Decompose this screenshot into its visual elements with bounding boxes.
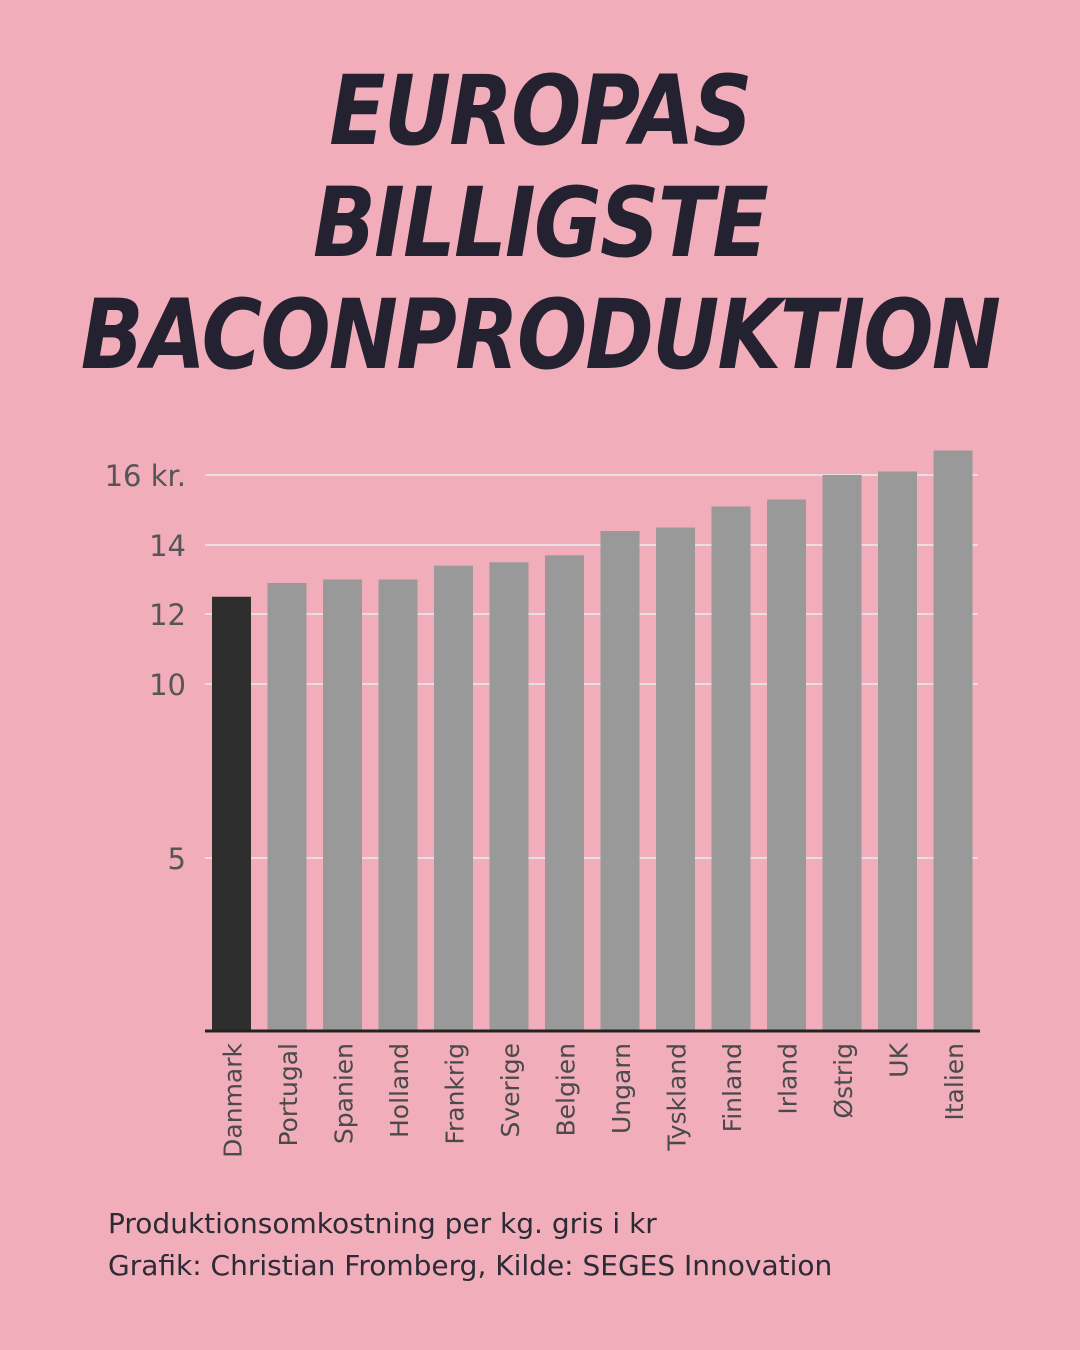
- y-tick-label: 16 kr.: [105, 459, 186, 493]
- bars: [212, 450, 973, 1030]
- bar: [545, 555, 584, 1030]
- bar: [378, 579, 418, 1030]
- x-tick-label: UK: [885, 1042, 914, 1077]
- y-tick-label: 10: [149, 668, 186, 702]
- x-tick-label: Danmark: [219, 1042, 248, 1157]
- x-tick-label: Irland: [774, 1043, 803, 1115]
- bar: [212, 596, 251, 1030]
- footer-description: Produktionsomkostning per kg. gris i kr: [108, 1207, 657, 1240]
- footer-credit: Grafik: Christian Fromberg, Kilde: SEGES…: [108, 1249, 833, 1282]
- title-line: BACONPRODUKTION: [80, 279, 1001, 391]
- y-tick-label: 5: [168, 842, 186, 876]
- x-tick-label: Østrig: [829, 1043, 858, 1119]
- bar: [489, 562, 529, 1030]
- bar: [434, 565, 473, 1030]
- bar: [656, 527, 695, 1030]
- title-line: BILLIGSTE: [312, 167, 769, 279]
- title-line: EUROPAS: [329, 55, 752, 167]
- x-tick-label: Finland: [718, 1043, 747, 1132]
- gridlines: [205, 474, 978, 859]
- bar: [600, 531, 640, 1030]
- x-tick-label: Holland: [385, 1043, 414, 1138]
- bar: [711, 506, 751, 1030]
- bar: [323, 579, 362, 1030]
- chart-title: EUROPAS BILLIGSTE BACONPRODUKTION: [76, 55, 1005, 391]
- x-tick-label: Tyskland: [663, 1043, 692, 1152]
- bar: [767, 499, 806, 1030]
- chart-footer: Produktionsomkostning per kg. gris i kr …: [108, 1203, 1008, 1287]
- bar: [878, 471, 917, 1030]
- x-tick-label: Frankrig: [441, 1043, 470, 1145]
- x-tick-label: Spanien: [330, 1043, 359, 1144]
- y-tick-label: 12: [149, 598, 186, 632]
- x-tick-label: Belgien: [552, 1043, 581, 1137]
- y-tick-label: 14: [149, 529, 186, 563]
- bar: [822, 475, 862, 1030]
- x-tick-label: Italien: [940, 1043, 969, 1121]
- x-axis-labels: Danmark Portugal Spanien Holland Frankrig Sve…: [219, 1042, 970, 1157]
- y-axis-ticks: 5 10 12 14 16 kr.: [105, 459, 186, 876]
- x-tick-label: Sverige: [496, 1043, 525, 1138]
- x-tick-label: Portugal: [274, 1043, 303, 1147]
- x-tick-label: Ungarn: [607, 1043, 636, 1134]
- bar: [933, 450, 973, 1030]
- bar: [267, 582, 307, 1030]
